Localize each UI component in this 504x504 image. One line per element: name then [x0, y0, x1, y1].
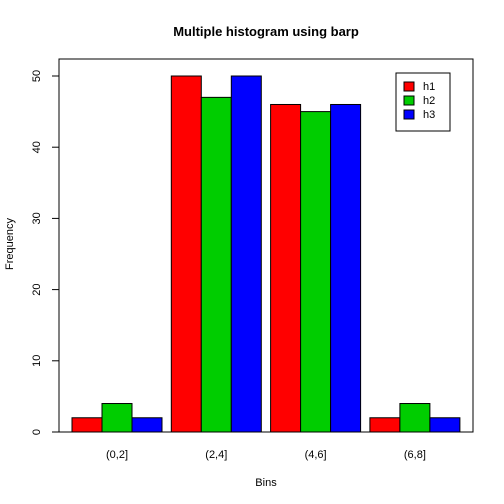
x-tick-label-4: (6,8] — [404, 449, 426, 461]
bar-h2-2 — [201, 97, 231, 432]
legend-swatch-h3 — [404, 110, 414, 119]
x-axis-label: Bins — [255, 477, 277, 489]
chart-title: Multiple histogram using barp — [173, 24, 359, 39]
bar-h3-3 — [331, 104, 361, 432]
legend: h1 h2 h3 — [396, 73, 450, 131]
x-tick-label-3: (4,6] — [305, 449, 327, 461]
x-tick-label-1: (0,2] — [106, 449, 128, 461]
bar-h3-2 — [231, 76, 261, 432]
bar-h1-4 — [370, 418, 400, 432]
y-tick-label-30: 30 — [31, 212, 43, 224]
y-tick-label-40: 40 — [31, 141, 43, 153]
bar-h1-3 — [271, 104, 301, 432]
bar-h2-4 — [400, 404, 430, 432]
y-axis-label: Frequency — [4, 218, 16, 270]
x-axis: (0,2] (2,4] (4,6] (6,8] — [106, 449, 426, 461]
y-tick-label-10: 10 — [31, 355, 43, 367]
legend-swatch-h2 — [404, 96, 414, 105]
y-tick-label-20: 20 — [31, 283, 43, 295]
legend-swatch-h1 — [404, 82, 414, 91]
y-tick-label-0: 0 — [31, 429, 43, 435]
legend-label-h3: h3 — [423, 109, 435, 121]
bar-h1-2 — [171, 76, 201, 432]
bar-h1-1 — [72, 418, 102, 432]
x-tick-label-2: (2,4] — [205, 449, 227, 461]
legend-label-h1: h1 — [423, 81, 435, 93]
bar-h2-3 — [301, 112, 331, 432]
bar-h3-1 — [132, 418, 162, 432]
bar-h2-1 — [102, 404, 132, 432]
y-axis: 0 10 20 30 40 50 — [31, 70, 59, 435]
bar-h3-4 — [430, 418, 460, 432]
y-tick-label-50: 50 — [31, 70, 43, 82]
legend-label-h2: h2 — [423, 95, 435, 107]
